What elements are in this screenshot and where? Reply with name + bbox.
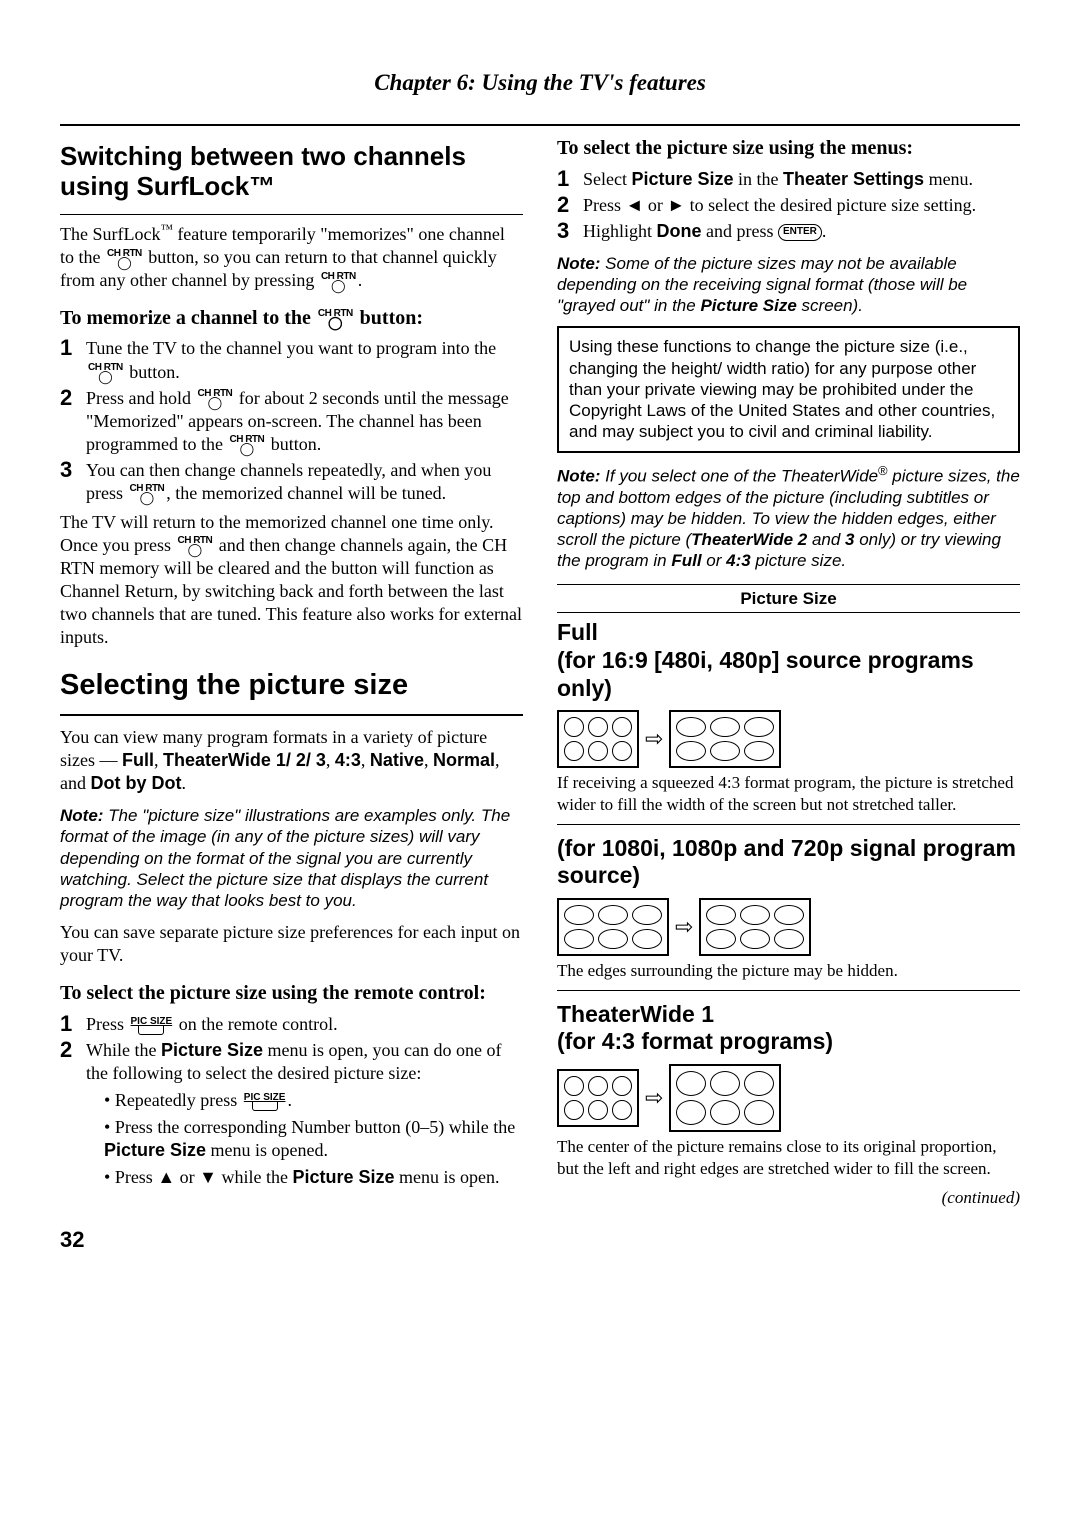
chrtn-icon: CH RTN◯ bbox=[130, 485, 165, 503]
chrtn-icon: CH RTN◯ bbox=[229, 436, 264, 454]
diagram-tw1: ⇨ bbox=[557, 1064, 1020, 1132]
caption: The center of the picture remains close … bbox=[557, 1136, 1020, 1180]
chrtn-icon: CH RTN◯ bbox=[107, 250, 142, 268]
picsize-icon: PIC SIZE bbox=[131, 1017, 173, 1035]
arrow-icon: ⇨ bbox=[675, 913, 693, 941]
chrtn-icon: CH RTN◯ bbox=[177, 537, 212, 555]
memorize-steps: 1Tune the TV to the channel you want to … bbox=[60, 337, 523, 504]
para: The SurfLock™ feature temporarily "memor… bbox=[60, 221, 523, 292]
chrtn-icon: CH RTN◯ bbox=[198, 390, 233, 408]
para: You can save separate picture size prefe… bbox=[60, 921, 523, 967]
para: The TV will return to the memorized chan… bbox=[60, 511, 523, 649]
caption: The edges surrounding the picture may be… bbox=[557, 960, 1020, 982]
heading-picture-size: Selecting the picture size bbox=[60, 667, 523, 704]
right-column: To select the picture size using the men… bbox=[557, 136, 1020, 1209]
remote-steps: 1Press PIC SIZE on the remote control. 2… bbox=[60, 1013, 523, 1193]
enter-icon: ENTER bbox=[778, 224, 822, 241]
note: Note: Some of the picture sizes may not … bbox=[557, 253, 1020, 317]
picsize-icon: PIC SIZE bbox=[244, 1093, 286, 1111]
divider bbox=[557, 990, 1020, 991]
heading-memorize: To memorize a channel to the CH RTN◯ but… bbox=[60, 306, 523, 332]
arrow-icon: ⇨ bbox=[645, 1084, 663, 1112]
diagram-full: ⇨ bbox=[557, 710, 1020, 768]
chrtn-icon: CH RTN◯ bbox=[321, 273, 356, 291]
heading-full: Full (for 16:9 [480i, 480p] source progr… bbox=[557, 619, 1020, 702]
caption: If receiving a squeezed 4:3 format progr… bbox=[557, 772, 1020, 816]
page-number: 32 bbox=[60, 1227, 1020, 1253]
note: Note: The "picture size" illustrations a… bbox=[60, 805, 523, 911]
heading-remote: To select the picture size using the rem… bbox=[60, 981, 523, 1007]
para: You can view many program formats in a v… bbox=[60, 726, 523, 795]
divider bbox=[60, 714, 523, 716]
divider bbox=[557, 824, 1020, 825]
continued-label: (continued) bbox=[557, 1187, 1020, 1209]
menu-steps: 1Select Picture Size in the Theater Sett… bbox=[557, 168, 1020, 243]
divider bbox=[60, 124, 1020, 126]
note: Note: If you select one of the TheaterWi… bbox=[557, 463, 1020, 572]
heading-surflock: Switching between two channels using Sur… bbox=[60, 142, 523, 202]
heading-menus: To select the picture size using the men… bbox=[557, 136, 1020, 162]
left-column: Switching between two channels using Sur… bbox=[60, 136, 523, 1209]
chapter-title: Chapter 6: Using the TV's features bbox=[60, 70, 1020, 96]
arrow-icon: ⇨ bbox=[645, 725, 663, 753]
divider bbox=[60, 214, 523, 215]
heading-tw1: TheaterWide 1 (for 4:3 format programs) bbox=[557, 1001, 1020, 1056]
heading-hd: (for 1080i, 1080p and 720p signal progra… bbox=[557, 835, 1020, 890]
chrtn-icon: CH RTN◯ bbox=[318, 310, 353, 328]
diagram-hd: ⇨ bbox=[557, 898, 1020, 956]
picture-size-label: Picture Size bbox=[557, 584, 1020, 614]
copyright-box: Using these functions to change the pict… bbox=[557, 326, 1020, 452]
chrtn-icon: CH RTN◯ bbox=[88, 364, 123, 382]
